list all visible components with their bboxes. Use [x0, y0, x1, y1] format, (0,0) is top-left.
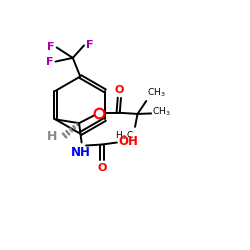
Text: O: O — [97, 163, 107, 173]
Text: F: F — [86, 40, 94, 50]
Text: NH: NH — [70, 146, 90, 158]
Text: OH: OH — [118, 134, 138, 147]
Text: O: O — [115, 85, 124, 95]
Text: H$_3$C: H$_3$C — [115, 129, 134, 142]
Text: F: F — [47, 42, 55, 52]
Text: CH$_3$: CH$_3$ — [152, 106, 171, 118]
Text: CH$_3$: CH$_3$ — [148, 86, 166, 99]
Text: F: F — [46, 56, 54, 66]
Text: H: H — [47, 130, 58, 143]
